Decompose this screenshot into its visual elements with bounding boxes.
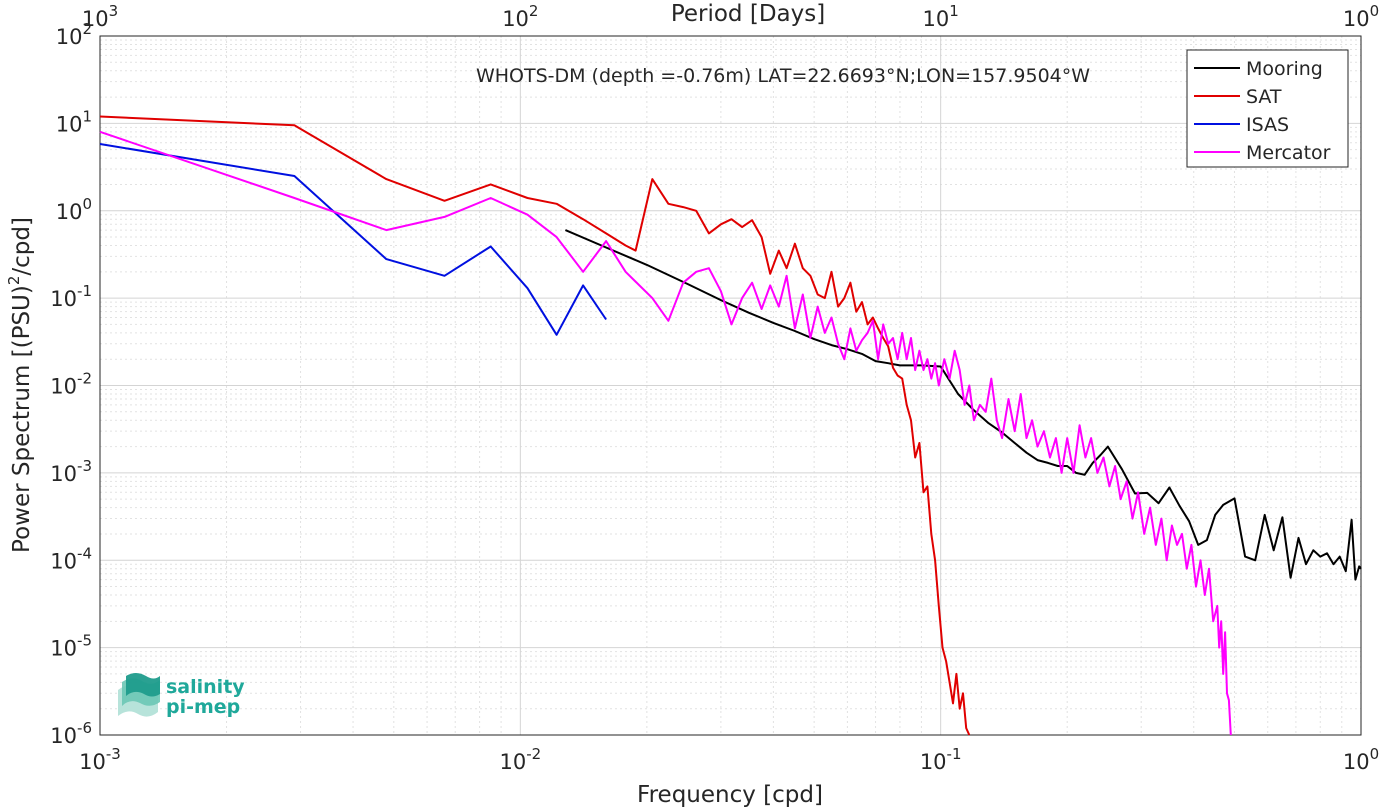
y-tick-base: 10: [50, 724, 77, 748]
y-axis-label: Power Spectrum [(PSU)2/cpd]: [5, 217, 35, 553]
chart-title: WHOTS-DM (depth =-0.76m) LAT=22.6693°N;L…: [476, 65, 1090, 87]
legend-label-mercator: Mercator: [1246, 142, 1331, 164]
logo-text-pi-mep: pi-mep: [166, 696, 240, 718]
top-tick-base: 10: [82, 7, 109, 31]
y-tick-base: 10: [50, 637, 77, 661]
x-tick-label: 100: [1343, 745, 1379, 774]
y-tick-base: 10: [50, 462, 77, 486]
y-tick-base: 10: [50, 287, 77, 311]
series-lines: [99, 115, 1362, 736]
y-tick-label: 10-4: [50, 544, 92, 573]
y-tick-base: 10: [50, 375, 77, 399]
top-tick-label: 100: [1343, 2, 1379, 31]
top-axis-label: Period [Days]: [671, 1, 825, 27]
y-tick-base: 10: [50, 549, 77, 573]
x-axis-label: Frequency [cpd]: [637, 782, 823, 808]
x-tick-label: 10-2: [499, 745, 541, 774]
y-tick-exponent: 1: [82, 107, 92, 125]
y-tick-base: 10: [56, 25, 83, 49]
y-tick-label: 101: [56, 107, 92, 136]
series-line-mercator: [99, 130, 1232, 736]
x-tick-base: 10: [79, 750, 106, 774]
legend: Mooring SAT ISAS Mercator: [1186, 49, 1349, 168]
y-tick-exponent: -3: [77, 457, 92, 475]
y-tick-exponent: -1: [77, 282, 92, 300]
logo-text-salinity: salinity: [166, 676, 245, 698]
y-tick-label: 10-5: [50, 632, 92, 661]
x-tick-label: 10-1: [920, 745, 962, 774]
y-tick-base: 10: [56, 200, 83, 224]
y-tick-label: 10-2: [50, 370, 92, 399]
grid: [99, 35, 1362, 736]
top-tick-label: 102: [502, 2, 538, 31]
x-tick-base: 10: [1343, 750, 1370, 774]
top-tick-label: 101: [923, 2, 959, 31]
series-line-mooring: [565, 229, 1362, 581]
x-tick-exponent: 0: [1370, 745, 1380, 763]
legend-box: [1186, 49, 1349, 168]
y-tick-exponent: -6: [77, 719, 92, 737]
y-tick-label: 10-3: [50, 457, 92, 486]
top-tick-exponent: 1: [949, 2, 959, 20]
y-tick-exponent: -2: [77, 370, 92, 388]
series-line-isas: [99, 143, 607, 336]
y-tick-label: 102: [56, 20, 92, 49]
plot-area-frame: [99, 35, 1362, 736]
y-tick-exponent: 2: [82, 20, 92, 38]
top-tick-exponent: 3: [109, 2, 119, 20]
y-axis-label-tail: /cpd]: [9, 217, 35, 276]
x-tick-base: 10: [499, 750, 526, 774]
logo-wave-icon: [118, 673, 160, 717]
y-axis-label-superscript: 2: [5, 276, 23, 286]
y-tick-exponent: -4: [77, 544, 92, 562]
top-tick-base: 10: [1343, 7, 1370, 31]
legend-label-sat: SAT: [1246, 86, 1282, 108]
top-tick-exponent: 0: [1370, 2, 1380, 20]
x-tick-exponent: -1: [947, 745, 962, 763]
y-tick-label: 10-6: [50, 719, 92, 748]
x-tick-exponent: -2: [526, 745, 541, 763]
top-tick-base: 10: [923, 7, 950, 31]
x-tick-exponent: -3: [106, 745, 121, 763]
legend-label-isas: ISAS: [1246, 114, 1289, 136]
y-tick-exponent: 0: [82, 195, 92, 213]
y-tick-exponent: -5: [77, 632, 92, 650]
y-tick-base: 10: [56, 112, 83, 136]
y-tick-label: 100: [56, 195, 92, 224]
top-tick-label: 103: [82, 2, 118, 31]
salinity-pi-mep-logo: salinity pi-mep: [118, 673, 245, 718]
series-line-sat: [99, 115, 971, 736]
axes: 10-3 10-2 10-1 10010-610-510-410-310-210-11…: [50, 2, 1379, 774]
y-axis-label-main: Power Spectrum [(PSU): [9, 285, 35, 553]
x-tick-label: 10-3: [79, 745, 121, 774]
top-tick-exponent: 2: [529, 2, 539, 20]
top-tick-base: 10: [502, 7, 529, 31]
y-tick-label: 10-1: [50, 282, 92, 311]
x-tick-base: 10: [920, 750, 947, 774]
legend-label-mooring: Mooring: [1246, 58, 1323, 80]
